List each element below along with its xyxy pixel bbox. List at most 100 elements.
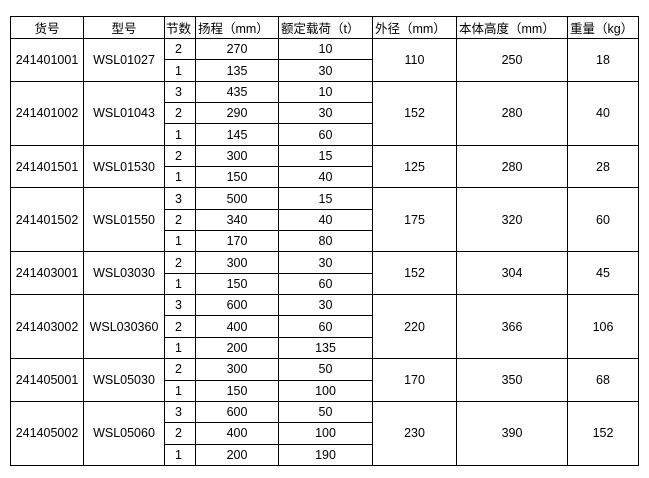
load-cell: 100 <box>278 422 373 445</box>
stroke-cell: 500 <box>195 187 279 210</box>
load-cell: 60 <box>278 315 373 338</box>
sections-cell: 3 <box>164 400 196 424</box>
table-row: 2 340 40 <box>11 208 639 232</box>
model-cell: WSL01550 <box>83 187 165 253</box>
outer-diameter-cell: 125 <box>372 144 457 189</box>
sections-cell: 2 <box>164 358 196 381</box>
table-row: 241401501 WSL01530 2 300 15 125 280 28 <box>10 144 639 189</box>
stroke-cell: 150 <box>195 272 279 296</box>
header-model: 型号 <box>83 16 165 39</box>
stroke-cell: 600 <box>195 294 279 317</box>
body-height-cell: 350 <box>456 358 568 402</box>
header-row: 货号 型号 节数 扬程（mm） 额定载荷（t） 外径（mm） 本体高度（mm） … <box>10 16 639 39</box>
table-row: 241405002 WSL05060 3 600 50 230 390 152 <box>10 400 639 466</box>
outer-diameter-cell: 170 <box>372 358 457 402</box>
table-row: 1 150 60 <box>11 272 639 296</box>
load-cell: 15 <box>278 144 373 168</box>
stroke-cell: 400 <box>195 422 279 445</box>
table-row: 241403002 WSL030360 3 600 30 220 366 106 <box>10 294 639 360</box>
body-height-cell: 320 <box>456 187 568 253</box>
load-cell: 60 <box>278 272 373 296</box>
outer-diameter-cell: 230 <box>372 400 457 466</box>
stroke-cell: 300 <box>195 144 279 168</box>
sections-cell: 2 <box>164 208 196 232</box>
weight-cell: 18 <box>567 38 639 82</box>
outer-diameter-cell: 152 <box>372 80 457 146</box>
stroke-cell: 200 <box>195 443 279 466</box>
stroke-cell: 270 <box>195 37 279 61</box>
stroke-cell: 150 <box>195 166 279 189</box>
load-cell: 135 <box>278 336 373 360</box>
sections-cell: 1 <box>164 166 196 189</box>
sections-cell: 3 <box>164 294 196 317</box>
sections-cell: 3 <box>164 80 196 104</box>
weight-cell: 40 <box>567 80 639 146</box>
table-row: 1 200 190 <box>11 443 639 466</box>
load-cell: 60 <box>278 123 373 146</box>
table-row: 241401001 WSL01027 2 270 10 110 250 18 <box>10 37 639 82</box>
item-no-cell: 241401501 <box>10 144 84 189</box>
load-cell: 30 <box>278 59 373 82</box>
stroke-cell: 435 <box>195 80 279 104</box>
table-row: 241401002 WSL01043 3 435 10 152 280 40 <box>10 80 639 146</box>
load-cell: 30 <box>278 251 373 274</box>
body-height-cell: 250 <box>456 38 568 82</box>
item-no-cell: 241401002 <box>10 80 84 146</box>
table-row: 2 400 100 <box>11 422 639 445</box>
weight-cell: 68 <box>567 358 639 402</box>
sections-cell: 1 <box>164 230 196 253</box>
stroke-cell: 200 <box>195 336 279 360</box>
sections-cell: 2 <box>164 315 196 338</box>
load-cell: 30 <box>278 102 373 125</box>
stroke-cell: 400 <box>195 315 279 338</box>
load-cell: 10 <box>278 37 373 61</box>
table-row: 241401502 WSL01550 3 500 15 175 320 60 <box>10 187 639 253</box>
header-stroke: 扬程（mm） <box>195 16 279 39</box>
sections-cell: 1 <box>164 123 196 146</box>
load-cell: 80 <box>278 230 373 253</box>
body-height-cell: 280 <box>456 80 568 146</box>
table-row: 1 200 135 <box>11 336 639 360</box>
stroke-cell: 300 <box>195 251 279 274</box>
weight-cell: 152 <box>567 400 639 466</box>
outer-diameter-cell: 175 <box>372 187 457 253</box>
body-height-cell: 366 <box>456 294 568 360</box>
sections-cell: 2 <box>164 102 196 125</box>
sections-cell: 1 <box>164 443 196 466</box>
item-no-cell: 241403001 <box>10 251 84 296</box>
sections-cell: 2 <box>164 251 196 274</box>
stroke-cell: 150 <box>195 379 279 402</box>
sections-cell: 2 <box>164 37 196 61</box>
stroke-cell: 600 <box>195 400 279 424</box>
model-cell: WSL01043 <box>83 80 165 146</box>
sections-cell: 3 <box>164 187 196 210</box>
load-cell: 50 <box>278 400 373 424</box>
header-item-no: 货号 <box>10 16 84 39</box>
weight-cell: 60 <box>567 187 639 253</box>
stroke-cell: 300 <box>195 358 279 381</box>
load-cell: 50 <box>278 358 373 381</box>
header-sections: 节数 <box>164 16 196 39</box>
model-cell: WSL03030 <box>83 251 165 296</box>
table-row: 241405001 WSL05030 2 300 50 170 350 68 <box>10 358 639 402</box>
header-load: 额定载荷（t） <box>278 16 373 39</box>
body-height-cell: 280 <box>456 144 568 189</box>
sections-cell: 2 <box>164 144 196 168</box>
load-cell: 15 <box>278 187 373 210</box>
weight-cell: 45 <box>567 251 639 296</box>
table-row: 2 400 60 <box>11 315 639 338</box>
table-row: 1 150 100 <box>11 379 639 402</box>
load-cell: 40 <box>278 166 373 189</box>
model-cell: WSL030360 <box>83 294 165 360</box>
spec-table: 货号 型号 节数 扬程（mm） 额定载荷（t） 外径（mm） 本体高度（mm） … <box>10 16 639 466</box>
load-cell: 100 <box>278 379 373 402</box>
stroke-cell: 170 <box>195 230 279 253</box>
table-row: 1 170 80 <box>11 230 639 253</box>
load-cell: 40 <box>278 208 373 232</box>
load-cell: 30 <box>278 294 373 317</box>
item-no-cell: 241405001 <box>10 358 84 402</box>
outer-diameter-cell: 220 <box>372 294 457 360</box>
body-height-cell: 390 <box>456 400 568 466</box>
sections-cell: 1 <box>164 379 196 402</box>
stroke-cell: 290 <box>195 102 279 125</box>
